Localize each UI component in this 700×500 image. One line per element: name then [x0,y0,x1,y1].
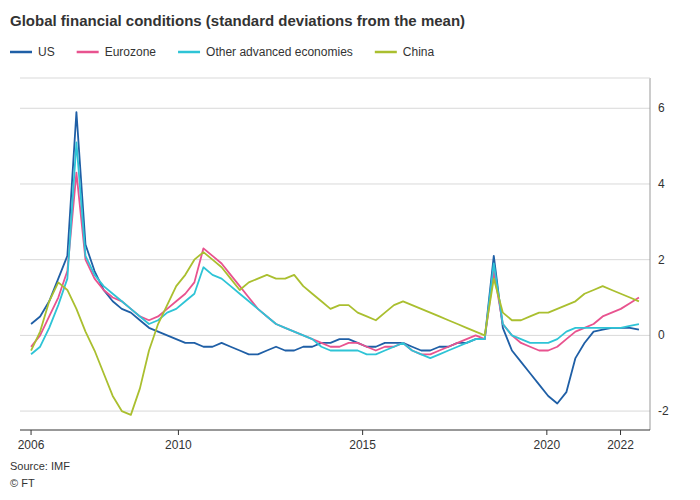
x-tick-label: 2020 [533,438,560,452]
grid-line [20,411,650,412]
y-tick-label: -2 [658,404,669,418]
series-line [31,112,639,403]
series-lines [31,112,639,415]
x-tick-label: 2006 [18,438,45,452]
grid-line [20,183,650,184]
x-tick-label: 2010 [165,438,192,452]
x-tick [362,430,363,435]
grid-line [20,108,650,109]
series-line [31,173,639,355]
x-tick [546,430,547,435]
y-grid [20,108,650,411]
series-line [31,252,639,415]
y-tick-label: 6 [658,101,665,115]
y-tick-label: 4 [658,177,665,191]
y-axis-line [650,78,651,430]
x-axis-line [20,430,650,431]
y-tick-label: 0 [658,328,665,342]
grid-line [20,259,650,260]
legend-label: Other advanced economies [206,45,353,59]
y-tick-label: 2 [658,253,665,267]
x-tick-label: 2022 [607,438,634,452]
chart-root: Global financial conditions (standard de… [0,0,700,500]
plot-top-line [20,78,650,79]
x-tick-label: 2015 [349,438,376,452]
grid-line [20,335,650,336]
legend-swatch [178,51,200,54]
legend-label: US [38,45,55,59]
legend-label: China [403,45,435,59]
chart-title: Global financial conditions (standard de… [10,12,465,29]
copyright-note: © FT [10,477,35,489]
legend-swatch [77,51,99,54]
legend-swatch [10,51,32,54]
source-note: Source: IMF [10,460,70,472]
legend-label: Eurozone [105,45,157,59]
x-tick [620,430,621,435]
legend-swatch [375,51,397,54]
series-line [31,142,639,358]
legend: US Eurozone Other advanced economies China [10,45,434,59]
x-tick [31,430,32,435]
x-tick [178,430,179,435]
